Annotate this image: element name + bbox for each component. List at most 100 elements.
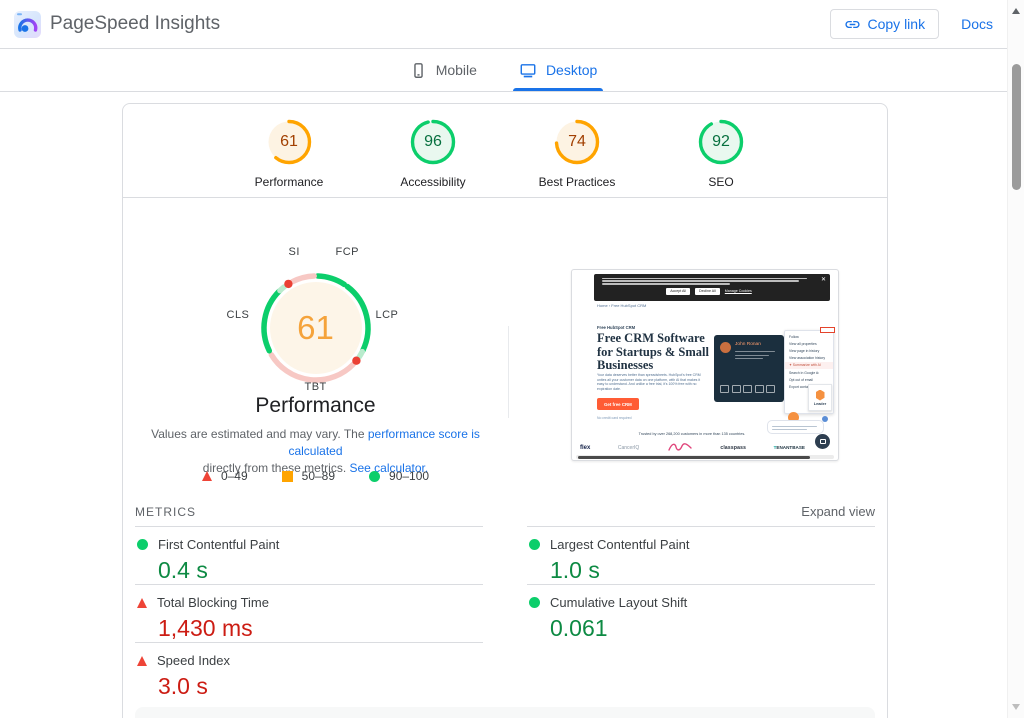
score-ring: 74 <box>553 118 601 166</box>
gauge-score-value: 61 <box>297 309 334 346</box>
thumb-trusted-line: Trusted by over 268,200 customers in mor… <box>638 432 746 436</box>
tab-mobile[interactable]: Mobile <box>404 49 483 91</box>
metric-name: First Contentful Paint <box>158 537 280 552</box>
tab-mobile-label: Mobile <box>435 62 477 78</box>
logo-tenantbase: TENANTBASE <box>773 445 805 450</box>
gauge-label-cls: CLS <box>226 309 250 321</box>
link-icon <box>844 16 861 33</box>
score-disclaimer: Values are estimated and may vary. The p… <box>123 426 508 477</box>
app-title: PageSpeed Insights <box>50 13 221 34</box>
thumb-menu-item: Follow <box>789 334 799 339</box>
page-scrollbar[interactable] <box>1007 0 1024 718</box>
metric-total-blocking-time: Total Blocking Time 1,430 ms <box>135 584 483 642</box>
metrics-heading: METRICS <box>135 504 196 519</box>
thumb-heading: Free CRM Software for Startups & Small B… <box>597 331 709 372</box>
disclaimer-text: directly from these metrics. <box>202 461 350 475</box>
thumb-breadcrumb: Home › Free HubSpot CRM <box>597 303 647 308</box>
metric-first-contentful-paint: First Contentful Paint 0.4 s <box>135 526 483 584</box>
metric-value: 0.4 s <box>158 557 208 583</box>
score-value: 61 <box>280 133 298 150</box>
desktop-monitor-icon <box>519 62 537 79</box>
page-screenshot-thumbnail[interactable]: Accept All Decline All Manage Cookies ✕ … <box>571 269 839 461</box>
app-header: PageSpeed Insights Copy link Docs <box>0 0 1007 49</box>
calculation-link[interactable]: performance score is calculated <box>288 427 480 458</box>
thumb-close-icon: ✕ <box>820 277 826 283</box>
metric-value: 0.061 <box>550 615 608 641</box>
thumb-menu-item: Opt out of email <box>789 377 813 382</box>
tab-desktop[interactable]: Desktop <box>512 49 604 91</box>
score-best-practices[interactable]: 74 Best Practices <box>529 118 625 189</box>
metric-value: 1,430 ms <box>158 615 253 641</box>
thumb-leader-badge: Leader <box>808 384 832 411</box>
logo-script <box>667 442 693 453</box>
thumb-cta-button: Get free CRM <box>597 398 639 410</box>
metrics-header: METRICS Expand view <box>135 504 875 519</box>
legend-good: 90–100 <box>369 469 429 483</box>
thumb-cookie-banner: Accept All Decline All Manage Cookies ✕ <box>594 274 830 301</box>
score-ring: 96 <box>409 118 457 166</box>
report-card: 61 Performance 96 Accessibility <box>122 103 888 718</box>
logo-canceriq: CancerIQ <box>617 444 640 451</box>
next-section-strip[interactable] <box>135 707 875 718</box>
score-performance[interactable]: 61 Performance <box>241 118 337 189</box>
gauge-label-si: SI <box>288 246 300 258</box>
thumb-menu-item: View all properties <box>789 341 817 346</box>
thumb-contact-actions <box>720 385 775 393</box>
tab-desktop-label: Desktop <box>545 62 598 78</box>
score-legend: 0–49 50–89 90–100 <box>123 469 508 483</box>
header-actions: Copy link Docs <box>829 9 993 39</box>
performance-gauge: 61 SI FCP LCP CLS TBT <box>227 246 398 403</box>
metric-status-icon <box>137 655 147 666</box>
metric-value: 3.0 s <box>158 673 208 699</box>
legend-average: 50–89 <box>281 469 335 483</box>
thumb-orange-circle <box>788 412 799 423</box>
thumb-highlight-box <box>820 327 835 333</box>
score-label: Performance <box>254 175 324 189</box>
performance-section-title: Performance <box>255 394 376 417</box>
metric-name: Largest Contentful Paint <box>550 537 690 552</box>
performance-gauge-section: 61 SI FCP LCP CLS TBT Performance Values… <box>123 198 508 498</box>
metric-cumulative-layout-shift: Cumulative Layout Shift 0.061 <box>527 584 875 642</box>
device-tabbar: Mobile Desktop <box>0 49 1007 92</box>
badge-shape-icon <box>815 389 825 401</box>
metric-value: 1.0 s <box>550 557 600 583</box>
score-label: Best Practices <box>538 175 616 189</box>
expand-view-link[interactable]: Expand view <box>801 504 875 519</box>
vertical-divider <box>508 326 509 418</box>
score-accessibility[interactable]: 96 Accessibility <box>385 118 481 189</box>
thumb-cta-note: No credit card required <box>597 416 632 420</box>
score-label: Accessibility <box>400 175 466 189</box>
legend-poor: 0–49 <box>201 469 248 483</box>
metric-largest-contentful-paint: Largest Contentful Paint 1.0 s <box>527 526 875 584</box>
thumb-blue-circle <box>822 416 828 422</box>
thumb-menu-item: View association history <box>789 356 826 361</box>
scrollbar-down-arrow-icon[interactable] <box>1012 704 1020 710</box>
scrollbar-up-arrow-icon[interactable] <box>1012 8 1020 14</box>
gauge-label-tbt: TBT <box>304 381 327 393</box>
disclaimer-text: Values are estimated and may vary. The <box>151 427 368 441</box>
metric-status-icon <box>529 597 540 608</box>
thumb-contact-name: John Ronan <box>735 342 761 347</box>
thumb-horizontal-scrollbar <box>576 455 834 459</box>
see-calculator-link[interactable]: See calculator. <box>349 461 429 475</box>
score-seo[interactable]: 92 SEO <box>673 118 769 189</box>
thumb-accept-button: Accept All <box>666 287 690 295</box>
score-ring: 92 <box>697 118 745 166</box>
metric-name: Total Blocking Time <box>157 595 269 610</box>
thumb-menu-item: ✦ Summarize with AI <box>785 361 833 369</box>
leader-badge-label: Leader <box>813 401 827 406</box>
metric-status-icon <box>529 539 540 550</box>
copy-link-button[interactable]: Copy link <box>829 9 940 39</box>
scrollbar-thumb[interactable] <box>1012 64 1021 190</box>
thumb-contact-card: John Ronan <box>714 335 784 402</box>
thumb-menu-item: Search in Google ⧉ <box>789 370 819 375</box>
thumb-chat-fab-icon <box>815 434 830 449</box>
pagespeed-logo-icon <box>14 10 41 38</box>
thumb-paragraph: Your data deserves better than spreadshe… <box>597 373 701 391</box>
metric-status-icon <box>137 539 148 550</box>
thumb-manage-cookies-link: Manage Cookies <box>724 289 752 294</box>
docs-link[interactable]: Docs <box>961 16 993 32</box>
category-score-row: 61 Performance 96 Accessibility <box>123 104 887 198</box>
gauge-label-lcp: LCP <box>375 309 399 321</box>
score-value: 92 <box>712 133 730 150</box>
